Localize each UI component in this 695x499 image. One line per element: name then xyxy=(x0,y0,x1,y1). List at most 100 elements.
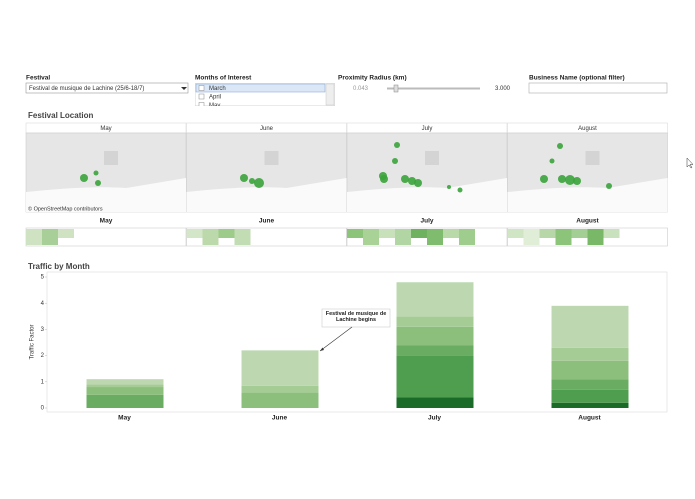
checkbox[interactable] xyxy=(198,85,205,91)
map-point xyxy=(447,185,451,189)
map-block xyxy=(264,151,279,165)
heat-cell xyxy=(555,229,572,245)
list-option[interactable]: March xyxy=(209,86,226,92)
map-month: August xyxy=(578,126,597,132)
annotation-box xyxy=(321,308,391,328)
heat-cell xyxy=(363,229,379,245)
river xyxy=(26,178,186,212)
map-month: July xyxy=(422,126,433,132)
y-tick-label: 1 xyxy=(41,379,45,385)
map-block xyxy=(585,151,600,165)
scrollbar[interactable] xyxy=(325,83,335,106)
map-point xyxy=(540,175,548,183)
map-point xyxy=(254,178,264,188)
heat-cell xyxy=(459,229,475,245)
list-box: March April May xyxy=(195,83,335,109)
heat-cell xyxy=(395,229,411,245)
bar-segment xyxy=(551,389,629,403)
heat-cell xyxy=(571,229,588,238)
map-point xyxy=(549,158,555,164)
x-tick-label: June xyxy=(272,415,288,422)
bar-segment xyxy=(551,347,629,361)
map-point xyxy=(240,174,248,182)
annotation: Festival de musique de Lachine begins xyxy=(325,311,387,323)
slider-max: 3.000 xyxy=(495,86,511,92)
list-option[interactable]: April xyxy=(209,95,221,101)
slider-handle[interactable] xyxy=(393,84,399,93)
bar-segment xyxy=(86,394,164,408)
map-point xyxy=(606,183,612,189)
bar-segment xyxy=(551,360,629,380)
map-point xyxy=(392,158,398,164)
text-input[interactable] xyxy=(528,82,668,94)
bar-segment xyxy=(86,384,164,388)
heat-cell xyxy=(58,229,74,238)
river xyxy=(347,178,507,212)
map-point xyxy=(558,175,566,183)
map-month: June xyxy=(259,218,275,225)
y-tick-label: 4 xyxy=(41,301,45,307)
heat-cell xyxy=(427,229,443,245)
heat-cell xyxy=(234,229,251,245)
map-point xyxy=(573,177,581,185)
y-tick-label: 5 xyxy=(41,275,45,281)
heat-cell xyxy=(218,229,235,238)
bar-segment xyxy=(241,392,319,408)
heat-cell xyxy=(202,229,219,245)
filter-label: Business Name (optional filter) xyxy=(529,75,625,82)
slider-min: 0.043 xyxy=(353,86,369,92)
map-point xyxy=(249,178,255,184)
section-title: Traffic by Month xyxy=(28,262,90,271)
bar-segment xyxy=(241,350,319,386)
heat-cell xyxy=(379,229,395,238)
heat-cell xyxy=(26,229,42,245)
x-tick-label: May xyxy=(118,415,131,422)
dropdown-value: Festival de musique de Lachine (25/6-18/… xyxy=(29,86,144,92)
bar-segment xyxy=(396,316,474,327)
plot-frame xyxy=(46,271,668,413)
bar-segment xyxy=(551,305,629,348)
dropdown-arrow xyxy=(181,87,187,90)
filter-label: Festival xyxy=(26,75,50,82)
map-point xyxy=(380,175,388,183)
section-title: Festival Location xyxy=(28,111,93,120)
attribution: © OpenStreetMap contributors xyxy=(28,205,103,212)
map-month: July xyxy=(420,218,433,225)
bar-segment xyxy=(86,387,164,395)
bar-segment xyxy=(86,379,164,385)
bar-segment xyxy=(241,385,319,393)
list-option[interactable]: May xyxy=(209,103,220,109)
heat-cell xyxy=(587,229,604,245)
annotation-arrow xyxy=(319,326,353,352)
heat-cell xyxy=(523,229,540,245)
y-axis-label: Traffic Factor xyxy=(30,324,36,359)
dropdown[interactable] xyxy=(25,82,189,94)
bar-segment xyxy=(396,326,474,346)
map-month: August xyxy=(576,218,599,225)
map-panels: May May June June July July August August xyxy=(25,122,668,247)
map-point xyxy=(394,142,400,148)
heat-cell xyxy=(42,229,58,245)
bar-segment xyxy=(396,355,474,398)
x-tick-label: July xyxy=(428,415,441,422)
map-point xyxy=(95,180,101,186)
map-point xyxy=(80,174,88,182)
y-tick-label: 3 xyxy=(41,327,45,333)
bar-segment xyxy=(396,282,474,317)
heat-cell xyxy=(539,229,556,238)
checkbox[interactable] xyxy=(198,102,205,108)
map-month: May xyxy=(100,218,113,225)
heat-cell xyxy=(443,229,459,238)
river xyxy=(507,178,668,212)
bar-segment xyxy=(551,402,629,408)
map-point xyxy=(414,179,422,187)
map-point xyxy=(565,175,575,185)
annotation-wrap: Festival de musique de Lachine begins xyxy=(325,311,387,323)
filter-label: Months of Interest xyxy=(195,75,252,82)
map-block xyxy=(104,151,118,165)
heat-cell xyxy=(347,229,363,238)
checkbox[interactable] xyxy=(198,93,205,100)
y-tick-label: 0 xyxy=(41,406,45,412)
